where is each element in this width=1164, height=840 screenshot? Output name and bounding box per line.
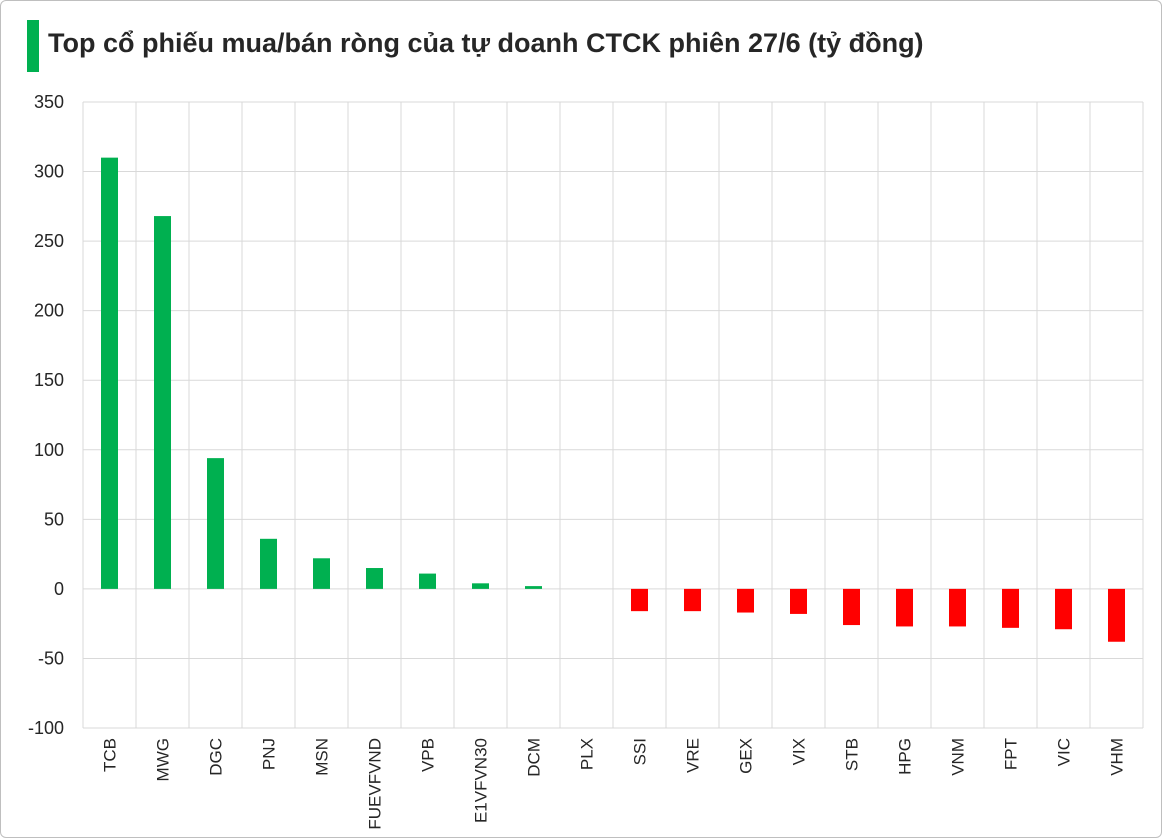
- x-tick-label: STB: [843, 738, 862, 771]
- y-tick-label: 0: [54, 579, 64, 599]
- bar-dcm: [525, 586, 542, 589]
- bar-ssi: [631, 588, 648, 612]
- x-tick-label: PNJ: [260, 738, 279, 770]
- y-tick-label: 50: [44, 509, 64, 529]
- x-tick-label: HPG: [896, 738, 915, 775]
- x-tick-label: DGC: [207, 738, 226, 776]
- x-tick-label: VPB: [419, 738, 438, 772]
- x-tick-label: FUEVFVND: [366, 738, 385, 830]
- bar-vic: [1055, 588, 1072, 630]
- bar-tcb: [101, 157, 118, 589]
- bar-dgc: [207, 458, 224, 589]
- x-tick-label: TCB: [101, 738, 120, 772]
- bar-vnm: [949, 588, 966, 627]
- y-tick-label: 100: [34, 440, 64, 460]
- x-tick-label: VIC: [1055, 738, 1074, 766]
- bar-fpt: [1002, 588, 1019, 628]
- y-tick-label: -50: [38, 648, 64, 668]
- chart-title: Top cổ phiếu mua/bán ròng của tự doanh C…: [48, 28, 924, 58]
- bar-gex: [737, 588, 754, 613]
- bar-stb: [843, 588, 860, 626]
- bar-vix: [790, 588, 807, 614]
- x-tick-label: VIX: [790, 738, 809, 765]
- bar-msn: [313, 558, 330, 589]
- bar-mwg: [154, 216, 171, 589]
- bar-e1vfvn30: [472, 583, 489, 589]
- x-tick-label: E1VFVN30: [472, 738, 491, 823]
- y-tick-label: 200: [34, 301, 64, 321]
- title-accent-bar: [27, 20, 39, 72]
- x-tick-label: PLX: [578, 738, 597, 770]
- x-tick-label: GEX: [737, 738, 756, 774]
- x-tick-label: DCM: [525, 738, 544, 777]
- bar-vhm: [1108, 588, 1125, 642]
- x-tick-label: VRE: [684, 738, 703, 773]
- y-tick-label: 300: [34, 162, 64, 182]
- y-tick-label: 250: [34, 231, 64, 251]
- bar-hpg: [896, 588, 913, 627]
- y-tick-label: 350: [34, 92, 64, 112]
- x-tick-label: VNM: [949, 738, 968, 776]
- bar-vpb: [419, 573, 436, 589]
- x-tick-label: FPT: [1002, 738, 1021, 770]
- x-tick-label: MSN: [313, 738, 332, 776]
- y-tick-label: -100: [28, 718, 64, 738]
- x-tick-label: VHM: [1108, 738, 1127, 776]
- x-tick-label: MWG: [154, 738, 173, 781]
- x-tick-label: SSI: [631, 738, 650, 765]
- bar-fuevfvnd: [366, 568, 383, 589]
- bar-pnj: [260, 538, 277, 589]
- y-tick-label: 150: [34, 370, 64, 390]
- bar-vre: [684, 588, 701, 612]
